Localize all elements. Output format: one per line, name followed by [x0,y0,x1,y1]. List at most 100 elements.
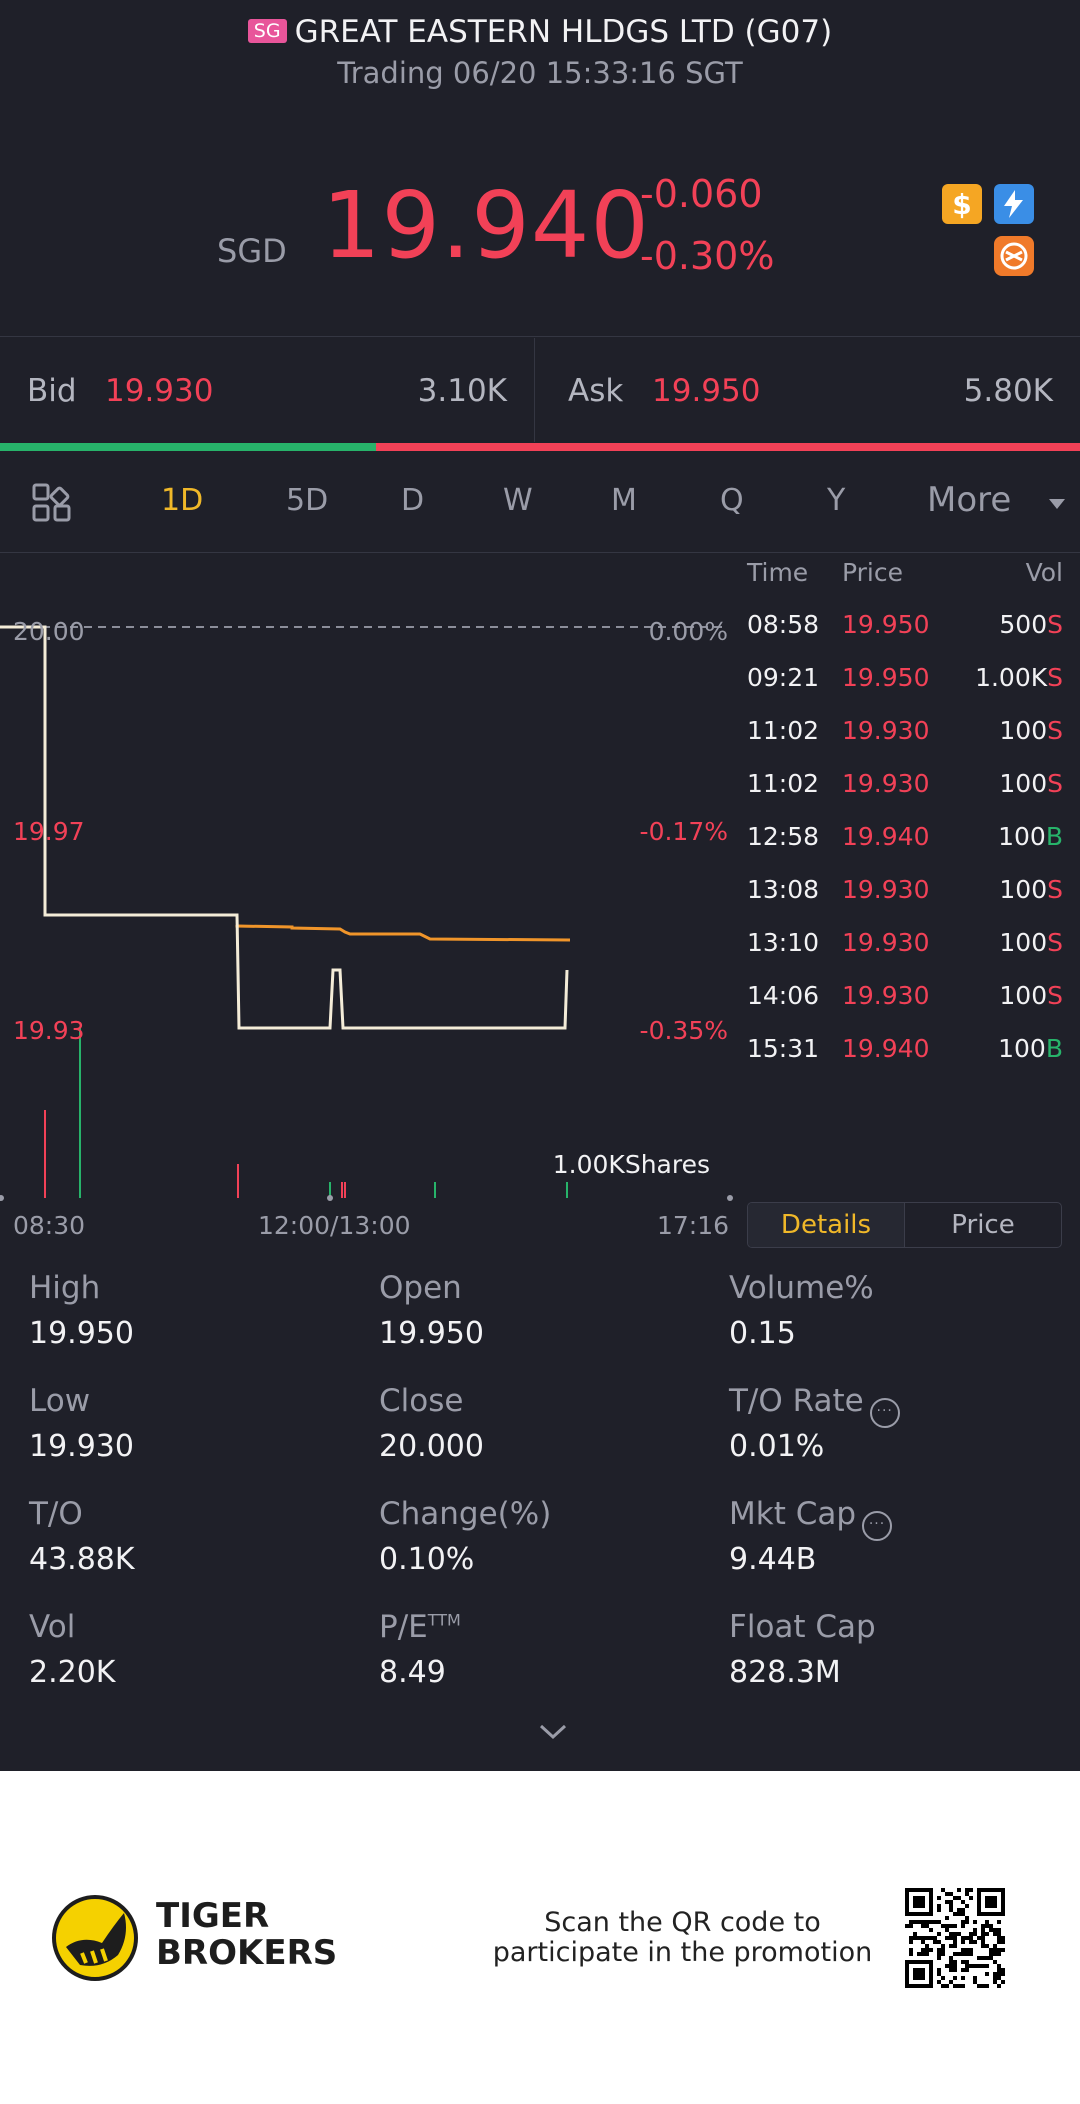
ticks-header-time: Time [747,558,809,587]
tick-vol-value: 100 [998,1034,1046,1063]
tick-volume: 100S [999,928,1063,957]
tick-vol-value: 1.00K [975,663,1048,692]
bidask-divider [534,338,535,442]
tiger-icon[interactable] [994,236,1034,276]
ask-price[interactable]: 19.950 [652,373,761,409]
info-icon[interactable]: ··· [862,1511,893,1541]
details-price-toggle[interactable]: Details Price [747,1202,1062,1248]
tab-w[interactable]: W [503,483,533,518]
tab-more[interactable]: More [927,480,1012,520]
tick-vol-value: 100 [998,822,1046,851]
tick-side: S [1047,610,1063,639]
stat-floatcap-label: Float Cap [729,1609,876,1645]
exchange-badge: SG [247,19,287,43]
tick-time: 09:21 [747,663,820,692]
tick-vol-value: 500 [999,610,1048,639]
tick-time: 13:10 [747,928,820,957]
stat-close-value: 20.000 [379,1429,484,1464]
price-axis-label: 20.00 [13,617,85,646]
tick-price: 19.940 [842,1034,930,1063]
bid-size: 3.10K [417,373,507,409]
tab-m[interactable]: M [611,483,637,518]
stat-open-label: Open [379,1270,462,1306]
flash-icon[interactable] [994,184,1034,224]
stat-mktcap-label: Mkt Cap ··· [729,1496,893,1541]
tab-q[interactable]: Q [720,483,744,518]
stat-to-value: 43.88K [29,1542,135,1577]
stat-open-value: 19.950 [379,1316,484,1351]
stat-changepct-label: Change(%) [379,1496,552,1532]
tick-time: 11:02 [747,769,820,798]
tab-5d[interactable]: 5D [286,483,329,518]
promo-text: Scan the QR code to participate in the p… [492,1907,873,1968]
expand-chevron-icon[interactable] [538,1722,568,1746]
trading-status: Trading 06/20 15:33:16 SGT [337,56,743,90]
info-icon[interactable]: ··· [869,1398,900,1428]
axis-dot [0,1195,4,1201]
stock-title: SG GREAT EASTERN HLDGS LTD (G07) [0,14,1080,50]
stat-volpct-value: 0.15 [729,1316,796,1351]
tick-volume: 100S [999,769,1063,798]
qr-code[interactable] [905,1888,1005,1988]
tab-d[interactable]: D [401,483,425,518]
bidask-ratio-bar [0,443,1080,451]
tick-vol-value: 100 [999,716,1048,745]
axis-dot [727,1195,733,1201]
tick-volume: 100B [998,822,1063,851]
ticks-header-vol: Vol [1025,558,1063,587]
ask-size: 5.80K [963,373,1053,409]
price-change: -0.060 [640,172,763,216]
tick-volume: 500S [999,610,1063,639]
tick-price: 19.930 [842,716,930,745]
stat-torate-value: 0.01% [729,1429,825,1464]
stat-mktcap-value: 9.44B [729,1542,817,1577]
dollar-icon[interactable]: $ [942,184,982,224]
time-axis-label: 17:16 [657,1211,730,1240]
stat-to-label: T/O [29,1496,83,1532]
tick-volume: 100S [999,875,1063,904]
tick-price: 19.930 [842,769,930,798]
layout-grid-icon[interactable] [31,482,73,528]
tick-price: 19.930 [842,928,930,957]
tick-volume: 100S [999,981,1063,1010]
tab-price[interactable]: Price [951,1210,1015,1240]
chevron-down-icon[interactable] [1049,496,1065,515]
tick-volume: 100B [998,1034,1063,1063]
stat-low-value: 19.930 [29,1429,134,1464]
brand-line1: TIGER [156,1896,270,1936]
tick-price: 19.940 [842,822,930,851]
stat-vol-label: Vol [29,1609,76,1645]
tick-vol-value: 100 [999,875,1048,904]
stat-floatcap-value: 828.3M [729,1655,841,1690]
ask-label: Ask [568,373,624,409]
tick-time: 14:06 [747,981,820,1010]
divider [0,336,1080,337]
tick-volume: 1.00KS [975,663,1063,692]
tab-details[interactable]: Details [748,1203,905,1247]
brand-line2: BROKERS [156,1933,338,1973]
tick-price: 19.930 [842,875,930,904]
stat-high-value: 19.950 [29,1316,134,1351]
tick-side: S [1047,928,1063,957]
tick-vol-value: 100 [999,769,1048,798]
tab-y[interactable]: Y [827,483,846,518]
tick-price: 19.950 [842,663,930,692]
stat-mktcap-text: Mkt Cap [729,1496,857,1532]
tick-time: 08:58 [747,610,820,639]
divider [0,552,1080,553]
tick-side: S [1047,663,1063,692]
ticks-header-price: Price [842,558,903,587]
axis-dot [327,1195,333,1201]
tick-vol-value: 100 [999,981,1048,1010]
tab-1d[interactable]: 1D [161,483,204,518]
volume-scale-label: 1.00KShares [552,1150,710,1179]
stat-pe-sup: TTM [427,1610,461,1630]
stat-pe-label: P/ETTM [379,1609,461,1645]
intraday-chart [0,625,733,1201]
tick-time: 13:08 [747,875,820,904]
tick-price: 19.950 [842,610,930,639]
brand-name: TIGER BROKERS [156,1898,337,1972]
tick-side: S [1047,716,1063,745]
bid-price[interactable]: 19.930 [105,373,214,409]
currency-label: SGD [217,232,287,270]
